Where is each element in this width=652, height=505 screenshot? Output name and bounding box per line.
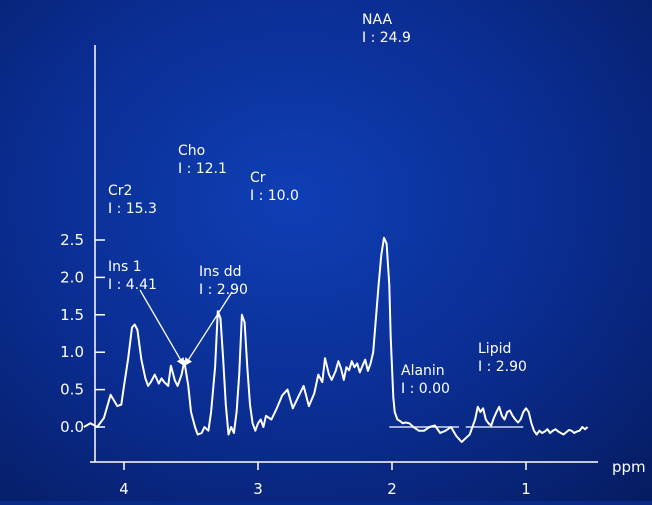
- peak-integral-label: I : 0.00: [401, 381, 450, 397]
- y-tick-label: 0.0: [60, 418, 84, 436]
- annotation-cho: Cho I : 12.1: [178, 143, 227, 177]
- y-tick-label: 2.5: [60, 231, 84, 249]
- peak-integral-label: I : 12.1: [178, 161, 227, 177]
- peak-name-label: Cr: [250, 170, 266, 186]
- spectrum-line: [83, 236, 589, 443]
- ins1-arrow-head: [176, 357, 185, 367]
- peak-name-label: Ins 1: [108, 259, 142, 275]
- peak-name-label: Cho: [178, 143, 205, 159]
- insdd-arrow-head: [184, 357, 192, 367]
- x-axis-label: ppm: [612, 458, 646, 476]
- x-ticks: 4 3 2 1: [119, 462, 531, 498]
- y-tick-label: 0.5: [60, 381, 84, 399]
- x-tick-label: 1: [521, 480, 531, 498]
- annotation-naa: NAA I : 24.9: [362, 12, 411, 46]
- annotation-cr: Cr I : 10.0: [250, 170, 299, 204]
- peak-integral-label: I : 10.0: [250, 188, 299, 204]
- annotation-lipid: Lipid I : 2.90: [478, 341, 527, 375]
- peak-integral-label: I : 2.90: [478, 359, 527, 375]
- peak-integral-label: I : 24.9: [362, 30, 411, 46]
- x-tick-label: 4: [119, 480, 129, 498]
- annotation-ins1: Ins 1 I : 4.41: [108, 259, 157, 293]
- y-tick-label: 2.0: [60, 268, 84, 286]
- annotation-cr2: Cr2 I : 15.3: [108, 183, 157, 217]
- insdd-arrow: [183, 291, 233, 367]
- peak-name-label: Lipid: [478, 341, 511, 357]
- y-tick-label: 1.5: [60, 306, 84, 324]
- annotation-insdd: Ins dd I : 2.90: [199, 264, 248, 298]
- peak-integral-label: I : 2.90: [199, 282, 248, 298]
- peak-annotations: Cr2 I : 15.3 Cho I : 12.1 Cr I : 10.0 NAA I : 2…: [108, 12, 527, 397]
- peak-name-label: Cr2: [108, 183, 132, 199]
- peak-integral-label: I : 15.3: [108, 201, 157, 217]
- y-ticks: 0.0 0.5 1.0 1.5 2.0 2.5: [60, 231, 105, 436]
- peak-name-label: NAA: [362, 12, 392, 28]
- ins1-arrow: [139, 289, 185, 367]
- peak-integral-label: I : 4.41: [108, 277, 157, 293]
- x-tick-label: 3: [253, 480, 263, 498]
- x-tick-label: 2: [387, 480, 397, 498]
- annotation-alanin: Alanin I : 0.00: [401, 363, 450, 397]
- peak-name-label: Alanin: [401, 363, 445, 379]
- peak-name-label: Ins dd: [199, 264, 242, 280]
- y-tick-label: 1.0: [60, 343, 84, 361]
